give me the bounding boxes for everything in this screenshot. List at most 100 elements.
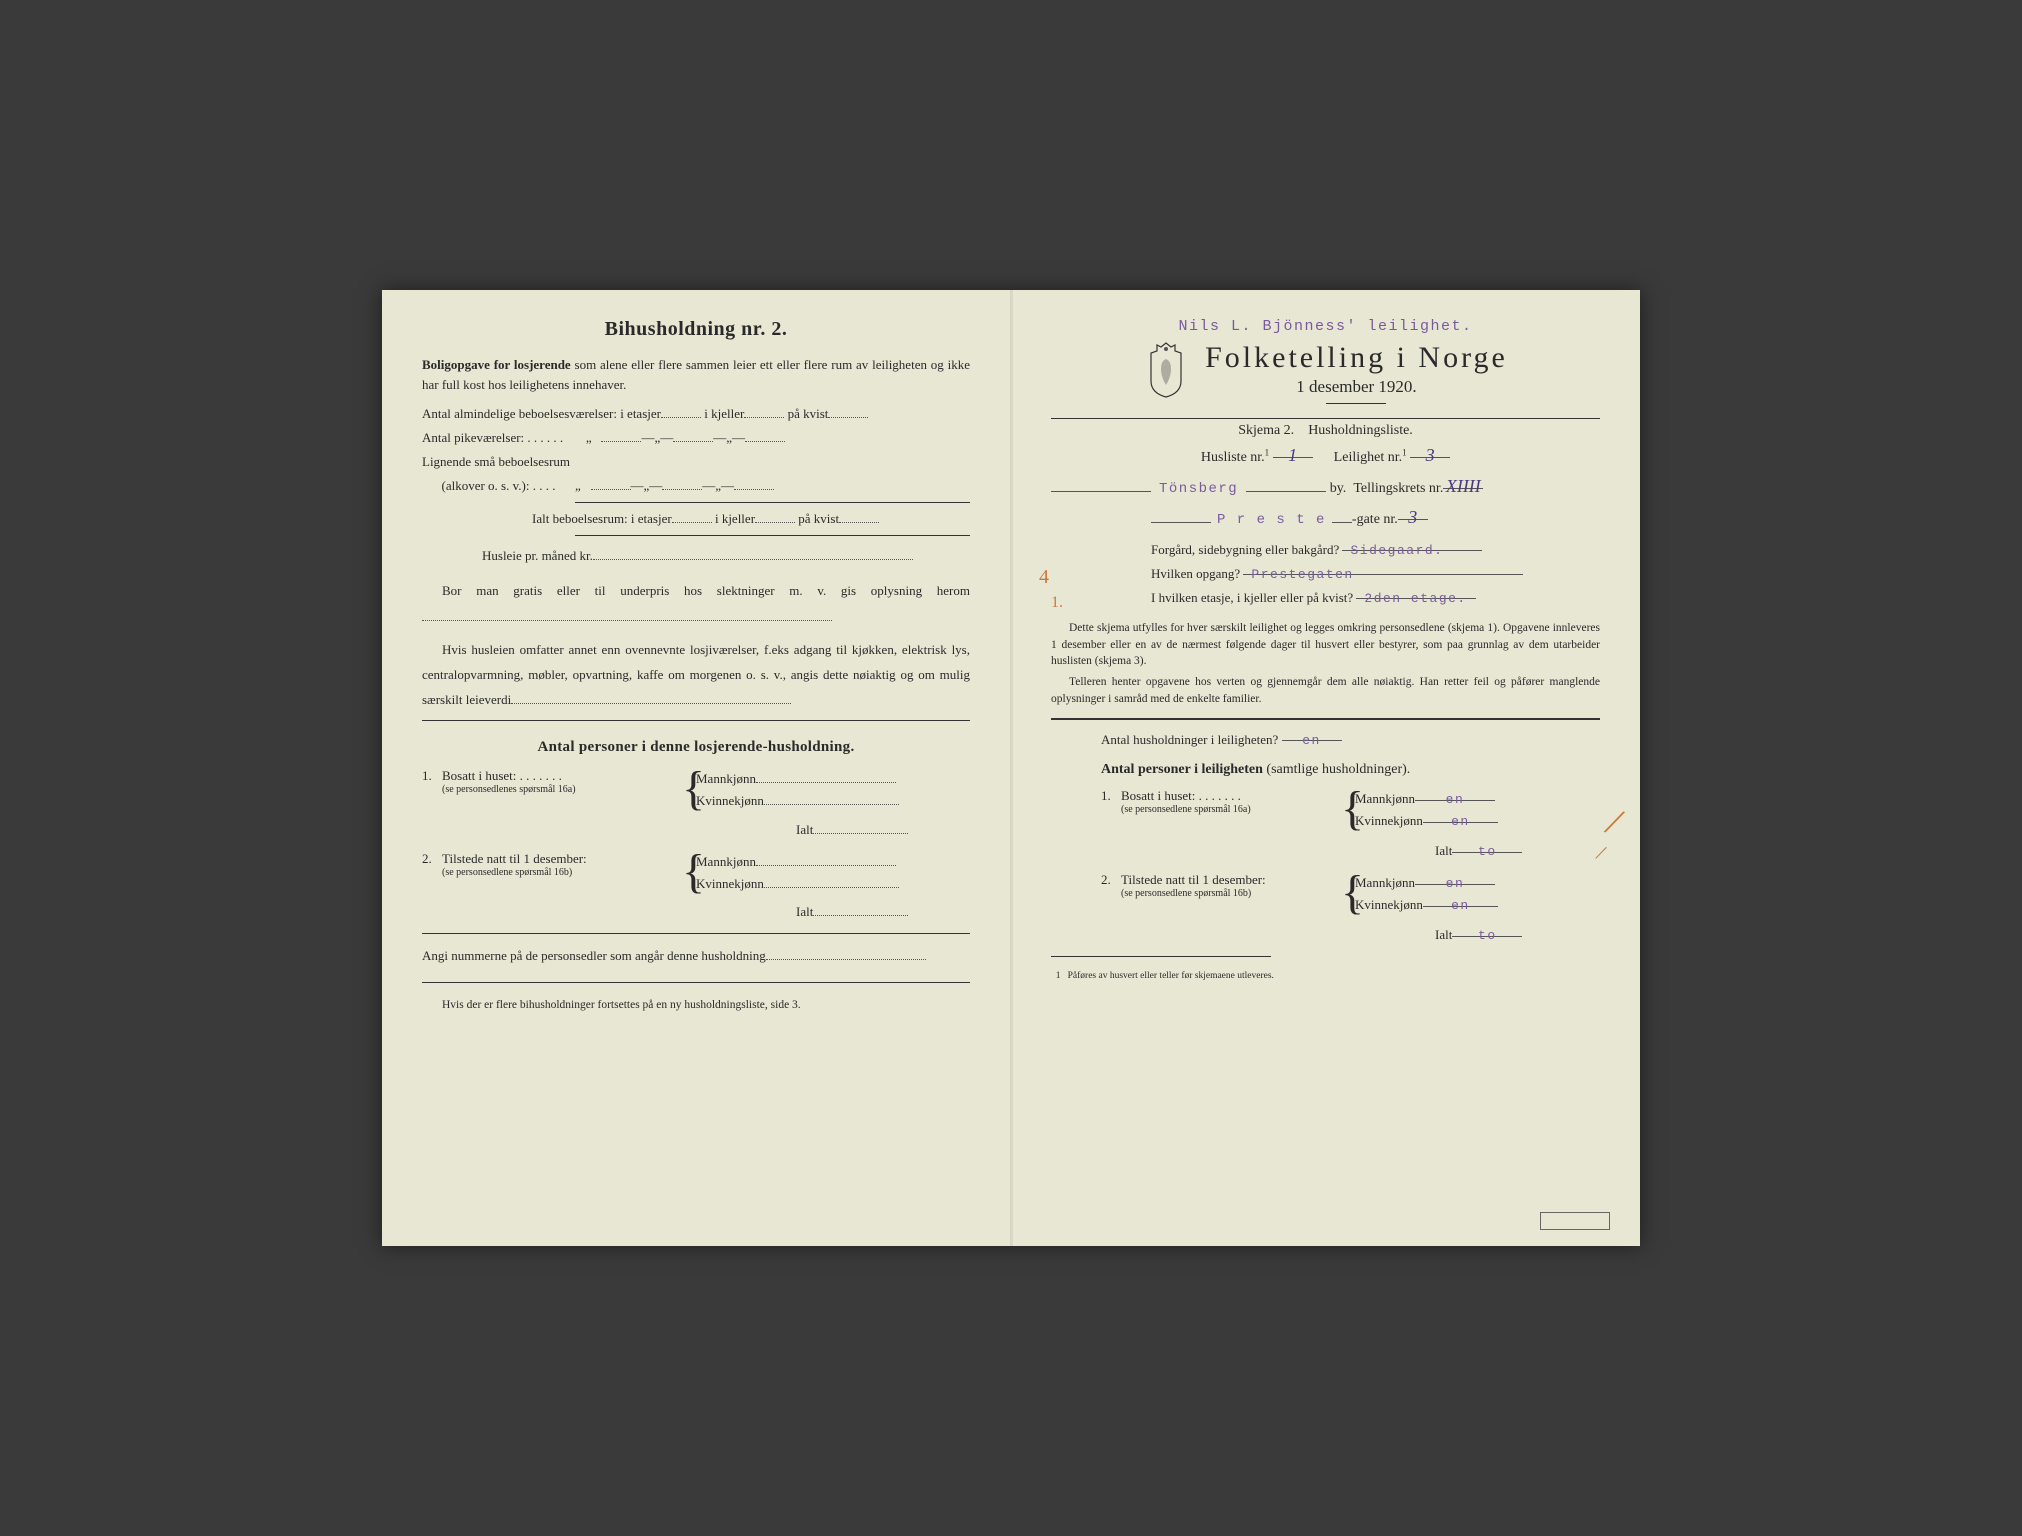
left-persons-row-1: 1. Bosatt i huset: . . . . . . . (se per… [422,768,970,840]
main-title: Folketelling i Norge [1205,341,1508,375]
p2-label: Tilstede natt til 1 desember: [442,851,587,866]
mann-label-2: Mannkjønn [696,854,756,869]
pike-label: Antal pikeværelser: . . . . . . [422,430,563,445]
ialt-label: Ialt [796,822,813,837]
r-kvinne-val-1: en [1451,814,1470,829]
p2-sub: (se personsedlene spørsmål 16b) [442,867,682,878]
by-suffix: by. [1330,481,1347,497]
right-persons-row-1: 1. Bosatt i huset: . . . . . . . (se per… [1101,788,1600,862]
lign-line: Lignende små beboelsesrum (alkover o. s.… [422,450,970,498]
check-slash-icon-large: / [1599,797,1629,844]
rp2-num: 2. [1101,872,1121,888]
leilighet-value: 3 [1426,445,1435,465]
ialt-rooms-line: Ialt beboelsesrum: i etasjer i kjeller p… [422,507,970,531]
brace-icon: { [682,768,696,810]
hushold-label: Husholdningsliste. [1308,423,1413,438]
right-footnote: 1 Påføres av husvert eller teller før sk… [1051,971,1600,981]
gate-nr: 3 [1408,507,1417,527]
brace-icon: { [1341,872,1355,914]
sup-1b: 1 [1402,447,1407,457]
persons-title: Antal personer i denne losjerende-hushol… [422,739,970,756]
forgard-label: Forgård, sidebygning eller bakgård? [1151,542,1339,557]
id-line: Husliste nr.1 1 Leilighet nr.1 3 [1051,445,1600,466]
rp1-num: 1. [1101,788,1121,804]
tellings-label: Tellingskrets nr. [1353,481,1443,497]
etasje-line: I hvilken etasje, i kjeller eller på kvi… [1151,586,1600,610]
brace-icon: { [1341,788,1355,830]
pike-line: Antal pikeværelser: . . . . . . „ —„——„— [422,426,970,450]
instruction-2: Telleren henter opgavene hos verten og g… [1051,674,1600,707]
pencil-mark-4: 4 [1039,566,1049,589]
antal-hush-line: Antal husholdninger i leiligheten? en [1101,728,1600,752]
r-ialt-val-2: to [1478,928,1497,943]
rp2-sub: (se personsedlene spørsmål 16b) [1121,888,1341,899]
right-persons-block: Antal husholdninger i leiligheten? en An… [1051,728,1600,947]
r-kvinne-label-2: Kvinnekjønn [1355,897,1423,912]
gate-suffix: -gate nr. [1352,512,1398,528]
gate-line: P r e s t e -gate nr. 3 [1051,507,1600,528]
ialt-kjeller: i kjeller [715,511,755,526]
ialt-rooms-label: Ialt beboelsesrum: i etasjer [532,511,672,526]
leilighet-label: Leilighet nr. [1334,450,1402,465]
antal-hush-label: Antal husholdninger i leiligheten? [1101,732,1278,747]
gratis-text: Bor man gratis eller til underpris hos s… [442,583,970,598]
etasje-value: 2den etage. [1364,591,1466,606]
opgang-label: Hvilken opgang? [1151,566,1240,581]
p1-num: 1. [422,768,442,784]
printer-stamp [1540,1212,1610,1230]
left-footer: Hvis der er flere bihusholdninger fortse… [422,999,970,1011]
r-ialt-label-2: Ialt [1435,927,1452,942]
opgang-value: Prestegaten [1251,567,1353,582]
forgard-value: Sidegaard. [1350,543,1443,558]
footnote-text: Påføres av husvert eller teller før skje… [1068,971,1274,981]
r-ialt-label: Ialt [1435,843,1452,858]
right-page: Nils L. Bjönness' leilighet. Folketellin… [1011,290,1640,1246]
left-title: Bihusholdning nr. 2. [422,318,970,341]
opgang-line: Hvilken opgang? Prestegaten [1151,562,1600,586]
rooms-kjeller: i kjeller [704,406,744,421]
brace-icon: { [682,851,696,893]
census-date: 1 desember 1920. [1205,377,1508,397]
lign-label2: (alkover o. s. v.): . . . . [442,478,556,493]
rooms-kvist: på kvist [788,406,829,421]
sup-1: 1 [1265,447,1270,457]
intro-bold: Boligopgave for losjerende [422,357,571,372]
lign-label1: Lignende små beboelsesrum [422,454,570,469]
skjema-line: Skjema 2. Husholdningsliste. [1051,423,1600,439]
skjema-num: Skjema 2. [1238,423,1294,438]
left-page: Bihusholdning nr. 2. Boligopgave for los… [382,290,1011,1246]
etasje-label: I hvilken etasje, i kjeller eller på kvi… [1151,590,1353,605]
r-ialt-val-1: to [1478,844,1497,859]
husliste-value: 1 [1288,445,1297,465]
instruction-1: Dette skjema utfylles for hver særskilt … [1051,620,1600,670]
intro-paragraph: Boligopgave for losjerende som alene ell… [422,355,970,394]
census-document: Bihusholdning nr. 2. Boligopgave for los… [382,290,1640,1246]
footnote-num: 1 [1056,971,1061,981]
rp1-label: Bosatt i huset: . . . . . . . [1121,788,1241,803]
mann-label: Mannkjønn [696,771,756,786]
right-persons-row-2: 2. Tilstede natt til 1 desember: (se per… [1101,872,1600,946]
header-row: Folketelling i Norge 1 desember 1920. [1051,341,1600,414]
husleie-note: Hvis husleien omfatter annet enn ovennev… [422,638,970,712]
husleie-label: Husleie pr. måned kr. [482,548,593,563]
kvinne-label-2: Kvinnekjønn [696,876,764,891]
by-line: Tönsberg by. Tellingskrets nr. XIIII [1051,476,1600,497]
ialt-label-2: Ialt [796,904,813,919]
gate-name: P r e s t e [1211,512,1332,528]
r-mann-val-2: en [1446,876,1465,891]
gratis-para: Bor man gratis eller til underpris hos s… [422,578,970,630]
rooms-line: Antal almindelige beboelsesværelser: i e… [422,402,970,426]
tellings-value: XIIII [1446,476,1481,496]
detail-block: 4 1. Forgård, sidebygning eller bakgård?… [1051,538,1600,610]
rp2-label: Tilstede natt til 1 desember: [1121,872,1266,887]
p1-label: Bosatt i huset: . . . . . . . [442,768,562,783]
husliste-label: Husliste nr. [1201,450,1265,465]
antal-hush-value: en [1302,733,1321,748]
p1-sub: (se personsedlenes spørsmål 16a) [442,784,682,795]
angi-line: Angi nummerne på de personsedler som ang… [422,944,970,968]
rooms-label: Antal almindelige beboelsesværelser: i e… [422,406,661,421]
r-mann-val-1: en [1446,792,1465,807]
angi-label: Angi nummerne på de personsedler som ang… [422,948,766,963]
ialt-kvist: på kvist [798,511,839,526]
r-kvinne-val-2: en [1451,898,1470,913]
